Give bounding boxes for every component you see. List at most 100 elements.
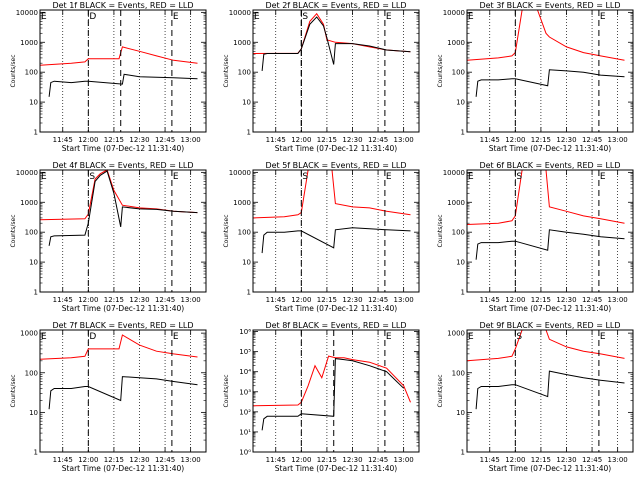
chart-title: Det 3f BLACK = Events, RED = LLD — [479, 1, 620, 10]
marker-label: E — [173, 12, 179, 22]
x-tick-label: 12:30 — [556, 136, 576, 144]
y-axis-label: Counts/sec — [10, 54, 17, 87]
y-tick-label: 1 — [34, 129, 38, 137]
x-tick-label: 11:45 — [266, 136, 286, 144]
y-tick-label: 1 — [247, 129, 251, 137]
y-axis-label: Counts/sec — [10, 374, 17, 407]
plot-frame — [252, 329, 420, 453]
y-tick-label: 10000 — [16, 9, 38, 17]
x-tick-label: 11:45 — [53, 136, 73, 144]
chart-title: Det 1f BLACK = Events, RED = LLD — [52, 1, 193, 10]
chart-title: Det 8f BLACK = Events, RED = LLD — [265, 321, 406, 330]
x-tick-label: 12:45 — [368, 296, 388, 304]
y-tick-label: 10³ — [239, 388, 251, 396]
x-tick-label: 12:00 — [505, 296, 525, 304]
x-tick-label: 11:45 — [480, 136, 500, 144]
y-tick-label: 100 — [452, 69, 465, 77]
chart-panel: Det 6f BLACK = Events, RED = LLD Counts/s… — [437, 161, 634, 313]
series-line — [475, 370, 625, 410]
x-tick-label: 12:15 — [104, 296, 124, 304]
x-axis-label: Start Time (07-Dec-12 11:31:40) — [489, 464, 611, 473]
y-tick-label: 10 — [29, 259, 38, 267]
chart-panel: Det 4f BLACK = Events, RED = LLD Counts/s… — [10, 161, 207, 313]
marker-label: S — [516, 332, 522, 342]
x-tick-label: 12:00 — [291, 296, 311, 304]
x-axis-label: Start Time (07-Dec-12 11:31:40) — [62, 144, 184, 153]
marker-label: E — [468, 12, 474, 22]
y-tick-label: 10000 — [443, 169, 465, 177]
marker-label: D — [89, 12, 96, 22]
x-axis-label: Start Time (07-Dec-12 11:31:40) — [489, 144, 611, 153]
y-tick-label: 10 — [242, 99, 251, 107]
x-tick-label: 12:15 — [104, 136, 124, 144]
x-tick-label: 13:00 — [394, 136, 414, 144]
chart-title: Det 5f BLACK = Events, RED = LLD — [265, 161, 406, 170]
x-tick-label: 12:30 — [129, 456, 149, 464]
x-tick-label: 11:45 — [53, 296, 73, 304]
chart-panel: Det 7f BLACK = Events, RED = LLD Counts/s… — [10, 321, 207, 473]
y-tick-label: 10000 — [229, 9, 251, 17]
x-tick-label: 12:45 — [155, 456, 175, 464]
y-tick-label: 10 — [456, 409, 465, 417]
series-line — [48, 73, 198, 97]
y-tick-label: 10000 — [443, 9, 465, 17]
y-tick-label: 1 — [461, 129, 465, 137]
marker-label: E — [468, 172, 474, 182]
plot-frame — [466, 9, 634, 133]
x-tick-label: 13:00 — [608, 136, 628, 144]
x-tick-label: 11:45 — [53, 456, 73, 464]
x-tick-label: 12:00 — [291, 456, 311, 464]
y-tick-label: 1000 — [20, 199, 38, 207]
chart-title: Det 2f BLACK = Events, RED = LLD — [265, 1, 406, 10]
x-tick-label: 12:15 — [531, 136, 551, 144]
x-tick-label: 12:45 — [155, 296, 175, 304]
y-tick-label: 10 — [242, 259, 251, 267]
chart-title: Det 6f BLACK = Events, RED = LLD — [479, 161, 620, 170]
chart-panel: Det 2f BLACK = Events, RED = LLD Counts/s… — [223, 1, 420, 153]
chart-panel: Det 1f BLACK = Events, RED = LLD Counts/s… — [10, 1, 207, 153]
series-line — [475, 229, 625, 260]
x-tick-label: 12:00 — [78, 296, 98, 304]
x-axis-label: Start Time (07-Dec-12 11:31:40) — [62, 304, 184, 313]
y-axis-label: Counts/sec — [223, 374, 230, 407]
plot-frame — [39, 329, 207, 453]
x-tick-label: 12:30 — [129, 136, 149, 144]
y-tick-label: 1 — [461, 289, 465, 297]
y-tick-label: 10⁶ — [239, 328, 251, 336]
y-tick-label: 10 — [456, 259, 465, 267]
x-axis-label: Start Time (07-Dec-12 11:31:40) — [62, 464, 184, 473]
series-line — [39, 46, 198, 66]
marker-label: E — [41, 172, 47, 182]
marker-label: E — [468, 332, 474, 342]
marker-label: S — [302, 172, 308, 182]
y-tick-label: 1000 — [447, 199, 465, 207]
y-tick-label: 10⁵ — [239, 348, 251, 356]
plot-frame — [466, 329, 634, 453]
x-tick-label: 12:15 — [531, 296, 551, 304]
y-tick-label: 100 — [238, 69, 251, 77]
chart-panel: Det 5f BLACK = Events, RED = LLD Counts/s… — [223, 161, 420, 313]
x-tick-label: 12:15 — [531, 456, 551, 464]
plot-frame — [252, 169, 420, 293]
y-tick-label: 1000 — [447, 330, 465, 338]
plot-frame — [39, 9, 207, 133]
y-tick-label: 10000 — [229, 169, 251, 177]
x-tick-label: 12:30 — [342, 296, 362, 304]
x-tick-label: 12:45 — [582, 456, 602, 464]
chart-title: Det 7f BLACK = Events, RED = LLD — [52, 321, 193, 330]
y-tick-label: 10⁰ — [239, 449, 251, 457]
series-line — [252, 355, 411, 407]
marker-label: E — [386, 172, 392, 182]
y-tick-label: 1 — [461, 449, 465, 457]
marker-label: E — [254, 12, 260, 22]
x-tick-label: 11:45 — [266, 456, 286, 464]
x-tick-label: 12:00 — [291, 136, 311, 144]
series-line — [48, 376, 198, 410]
x-tick-label: 12:45 — [155, 136, 175, 144]
y-tick-label: 10¹ — [239, 428, 251, 436]
x-tick-label: 12:30 — [342, 456, 362, 464]
marker-label: E — [386, 332, 392, 342]
marker-label: E — [41, 332, 47, 342]
x-tick-label: 11:45 — [480, 456, 500, 464]
y-tick-label: 1 — [34, 289, 38, 297]
